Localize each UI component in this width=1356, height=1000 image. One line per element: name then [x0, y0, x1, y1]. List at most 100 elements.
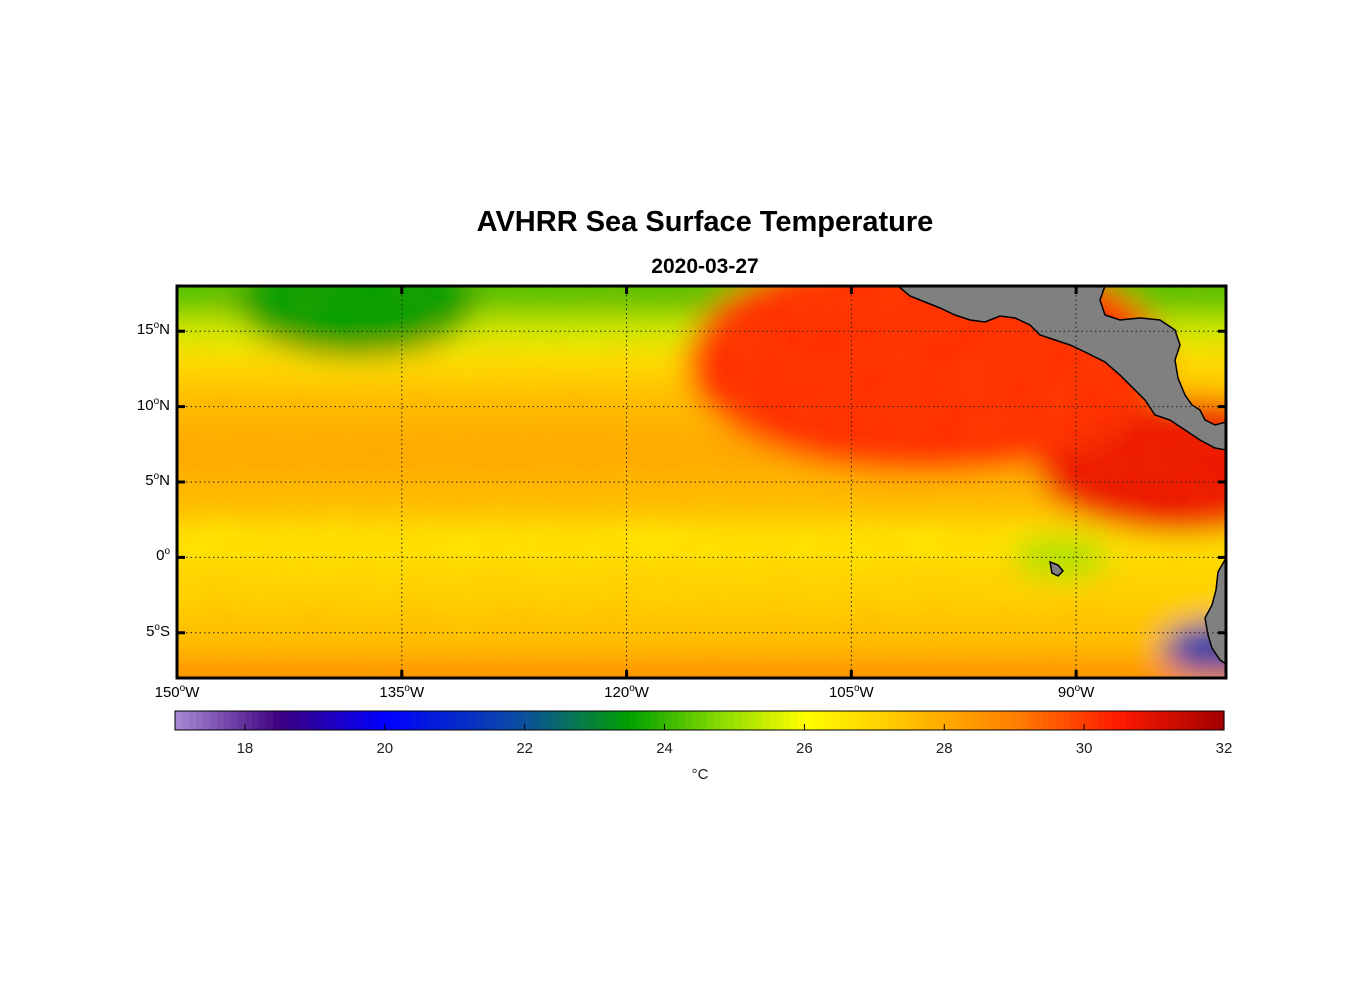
colorbar-swatch [1154, 711, 1162, 730]
colorbar-swatch [685, 711, 694, 730]
colorbar-swatch [202, 711, 211, 730]
colorbar-swatch [286, 711, 295, 730]
colorbar-swatch [1070, 711, 1078, 730]
colorbar-swatch [720, 711, 729, 730]
lat-label: 5oN [145, 471, 170, 490]
colorbar-swatch [671, 711, 680, 730]
colorbar-swatch [251, 711, 260, 730]
colorbar-swatch [804, 711, 812, 730]
colorbar-swatch [874, 711, 882, 730]
colorbar-swatch [1049, 711, 1057, 730]
axis-ticks [175, 286, 1226, 678]
colorbar-swatch [678, 711, 687, 730]
colorbar-swatch [755, 711, 764, 730]
colorbar-swatch [972, 711, 980, 730]
colorbar-swatch [594, 711, 603, 730]
lon-label: 105oW [828, 683, 874, 702]
colorbar-swatch [405, 711, 414, 730]
colorbar-swatch [930, 711, 938, 730]
chart-title: AVHRR Sea Surface Temperature [476, 206, 934, 238]
colorbar-swatch [1126, 711, 1134, 730]
colorbar-swatch [377, 711, 386, 730]
colorbar-swatch [1147, 711, 1155, 730]
colorbar-tick-label: 30 [1075, 740, 1093, 757]
colorbar-swatch [552, 711, 561, 730]
colorbar-swatch [958, 711, 966, 730]
colorbar-swatch [230, 711, 239, 730]
colorbar-swatch [1000, 711, 1008, 730]
colorbar-swatch [839, 711, 847, 730]
colorbar-swatch [461, 711, 470, 730]
colorbar-swatch [615, 711, 624, 730]
lat-label: 0o [156, 546, 170, 565]
lat-label: 5oS [146, 621, 170, 640]
colorbar-swatch [790, 711, 799, 730]
colorbar-swatch [1028, 711, 1036, 730]
colorbar-swatch [188, 711, 197, 730]
colorbar-swatch [902, 711, 910, 730]
colorbar-tick-label: 20 [376, 740, 394, 757]
graticule [176, 286, 1226, 678]
colorbar-swatch [195, 711, 204, 730]
lon-label: 135oW [379, 683, 425, 702]
colorbar-swatch [664, 711, 673, 730]
colorbar-swatch [370, 711, 379, 730]
colorbar-swatch [769, 711, 778, 730]
colorbar-swatch [979, 711, 987, 730]
colorbar-swatch [867, 711, 875, 730]
colorbar-swatch [916, 711, 924, 730]
colorbar-swatch [1189, 711, 1197, 730]
colorbar-swatch [1161, 711, 1169, 730]
colorbar-swatch [741, 711, 750, 730]
colorbar-swatch [517, 711, 526, 730]
colorbar-swatch [307, 711, 316, 730]
colorbar-swatch [328, 711, 337, 730]
colorbar-swatch [1182, 711, 1190, 730]
colorbar-swatch [426, 711, 435, 730]
colorbar-swatch [391, 711, 400, 730]
colorbar-swatch [951, 711, 959, 730]
colorbar-swatch [433, 711, 442, 730]
colorbar-swatch [1042, 711, 1050, 730]
colorbar-swatch [811, 711, 819, 730]
colorbar-swatch [573, 711, 582, 730]
colorbar-swatch [923, 711, 931, 730]
colorbar-swatch [1035, 711, 1043, 730]
colorbar-swatch [944, 711, 952, 730]
colorbar-swatch [1140, 711, 1148, 730]
colorbar-swatch [937, 711, 945, 730]
colorbar-frame [174, 710, 1225, 731]
chart-date: 2020-03-27 [651, 255, 759, 278]
colorbar-swatch [1168, 711, 1176, 730]
colorbar-swatch [272, 711, 281, 730]
lon-label: 150oW [154, 683, 200, 702]
colorbar-swatch [356, 711, 365, 730]
colorbar-swatch [846, 711, 854, 730]
colorbar-swatch [825, 711, 833, 730]
colorbar-swatch [279, 711, 288, 730]
colorbar-swatch [1007, 711, 1015, 730]
colorbar-swatch [762, 711, 771, 730]
colorbar-swatch [832, 711, 840, 730]
colorbar-swatch [1077, 711, 1085, 730]
colorbar-swatch [342, 711, 351, 730]
colorbar-swatch [335, 711, 344, 730]
lon-label: 120oW [604, 683, 649, 702]
colorbar-swatch [965, 711, 973, 730]
colorbar-swatch [209, 711, 218, 730]
colorbar-swatch [321, 711, 330, 730]
colorbar-swatch [1210, 711, 1218, 730]
colorbar-swatch [300, 711, 309, 730]
colorbar-swatch [895, 711, 903, 730]
colorbar-swatch [293, 711, 302, 730]
colorbar-swatch [496, 711, 505, 730]
colorbar-swatch [223, 711, 232, 730]
colorbar-swatch [349, 711, 358, 730]
colorbar-swatch [447, 711, 456, 730]
colorbar-swatch [776, 711, 785, 730]
colorbar-swatch [1119, 711, 1127, 730]
colorbar-swatch [258, 711, 267, 730]
colorbar-swatch [419, 711, 428, 730]
colorbar-tick-label: 28 [935, 740, 953, 757]
